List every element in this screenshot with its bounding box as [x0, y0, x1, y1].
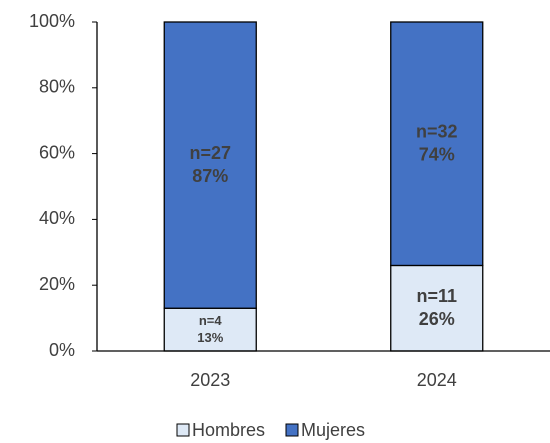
- data-label: 87%: [192, 166, 228, 186]
- y-tick-label: 0%: [49, 340, 75, 360]
- data-label: 26%: [419, 309, 455, 329]
- data-label: 74%: [419, 144, 455, 164]
- y-tick-label: 20%: [39, 274, 75, 294]
- n-label: n=27: [189, 143, 231, 163]
- y-tick-label: 100%: [29, 11, 75, 31]
- y-tick-label: 40%: [39, 208, 75, 228]
- bar-segment: [390, 264, 484, 352]
- data-label: 13%: [197, 330, 223, 345]
- legend-label: Hombres: [192, 420, 265, 440]
- legend-swatch: [285, 423, 299, 437]
- bar-segment: [163, 21, 257, 309]
- y-tick-label: 80%: [39, 77, 75, 97]
- y-tick-label: 60%: [39, 142, 75, 162]
- legend-swatch: [176, 423, 190, 437]
- legend-label: Mujeres: [301, 420, 365, 440]
- x-tick-label: 2023: [190, 370, 230, 390]
- bar-segment: [390, 21, 484, 267]
- x-tick-label: 2024: [417, 370, 457, 390]
- n-label: n=32: [416, 121, 458, 141]
- n-label: n=4: [199, 313, 223, 328]
- n-label: n=11: [416, 286, 457, 306]
